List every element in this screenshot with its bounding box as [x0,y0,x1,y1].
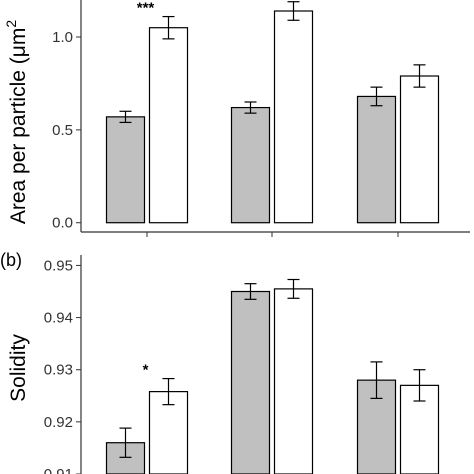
panel-b-y-axis-title: Solidity [7,334,30,402]
y-tick-label: 0.5 [52,122,73,139]
panel-a-y-axis-title: Area per particle (μm2 [3,20,30,225]
panel-b-label: (b) [0,250,22,270]
bar [105,116,146,224]
significance-label: * [143,362,149,379]
panel-a-x-ticks [146,232,399,237]
bar [148,27,189,224]
panel-a-bars: *** *** [105,0,440,224]
panel-a-y-ticks: 0.0 0.5 1.0 [52,29,81,232]
y-tick-label: 1.0 [52,29,73,46]
y-tick-label: 0.92 [44,414,73,431]
bar [273,10,314,224]
panel-b-solidity: (b) Solidity 0.91 0.92 0.93 0.94 0.95 * [0,250,440,474]
significance-label: *** [137,0,155,17]
panel-a-area-per-particle: Area per particle (μm2 0.0 0.5 1.0 *** *** [3,0,470,237]
y-tick-label: 0.94 [44,310,73,327]
y-tick-label: 0.0 [52,215,73,232]
bar [399,75,440,224]
significance-label: *** [262,0,280,2]
bar [230,290,271,474]
bar [230,106,271,224]
bar [356,95,397,224]
bar [148,391,189,474]
y-tick-label: 0.91 [44,466,73,474]
panel-b-y-ticks: 0.91 0.92 0.93 0.94 0.95 [44,257,81,474]
y-tick-label: 0.95 [44,257,73,274]
panel-b-bars: * [105,278,440,474]
y-tick-label: 0.93 [44,362,73,379]
bar [273,288,314,474]
